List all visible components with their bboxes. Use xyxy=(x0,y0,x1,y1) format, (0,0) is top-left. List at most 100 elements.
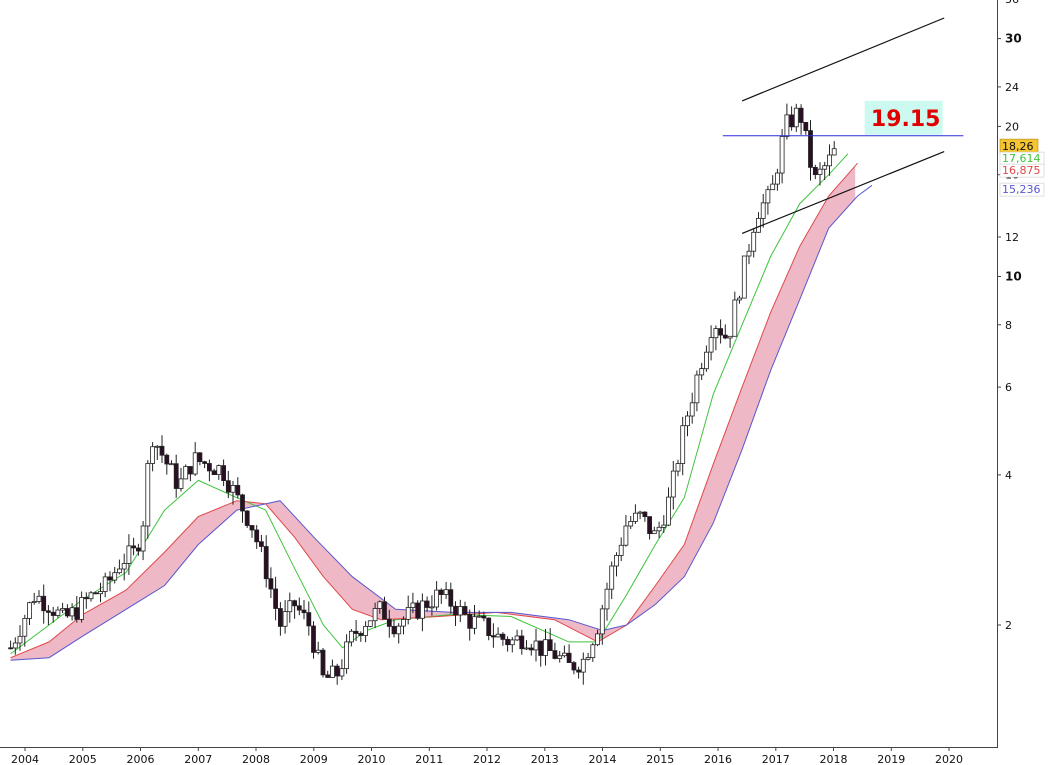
candle-body xyxy=(372,608,378,622)
drawn-overlays xyxy=(722,17,964,234)
candle-body xyxy=(808,130,813,168)
candle-body xyxy=(609,565,615,590)
candle-body xyxy=(746,250,752,257)
candle-body xyxy=(292,600,298,607)
candle-body xyxy=(562,652,567,657)
candle-body xyxy=(377,601,383,609)
candle-body xyxy=(396,625,402,635)
candle-body xyxy=(713,328,719,339)
candle-body xyxy=(235,484,241,496)
channel-line-2 xyxy=(741,151,945,234)
candle-body xyxy=(670,470,676,498)
candle-body xyxy=(438,589,444,595)
candle-body xyxy=(656,526,662,532)
x-tick-label: 2013 xyxy=(531,753,559,765)
y-tick-label: 8 xyxy=(1005,319,1012,332)
candle-body xyxy=(779,136,785,174)
candle-body xyxy=(476,615,482,618)
candle-body xyxy=(722,334,728,339)
x-tick-label: 2009 xyxy=(300,753,328,765)
candle-body xyxy=(443,589,449,595)
candle-body xyxy=(159,445,165,456)
candle-body xyxy=(661,524,667,528)
candle-body xyxy=(391,626,397,635)
candle-body xyxy=(287,600,293,613)
candle-body xyxy=(434,589,440,608)
candle-body xyxy=(46,610,51,613)
y-tick-label: 36 xyxy=(1005,0,1019,6)
candle-body xyxy=(462,606,468,615)
candle-body xyxy=(519,635,525,650)
candle-body xyxy=(595,633,600,646)
candle-body xyxy=(363,626,369,636)
candle-body xyxy=(486,617,492,636)
x-tick-label: 2015 xyxy=(646,753,674,765)
candle-body xyxy=(628,521,634,527)
candle-body xyxy=(505,639,511,646)
y-tick-label: 24 xyxy=(1005,81,1019,94)
ma-value-tag-3 xyxy=(999,182,1045,197)
candle-body xyxy=(320,649,326,676)
candle-body xyxy=(131,545,137,549)
moving-average-line-3 xyxy=(10,184,873,661)
candle-body xyxy=(547,639,553,652)
candle-body xyxy=(405,607,411,620)
candle-body xyxy=(756,217,761,233)
candle-body xyxy=(88,592,94,600)
candle-body xyxy=(173,463,179,489)
ma-value-tag-2 xyxy=(999,163,1045,178)
candle-body xyxy=(112,572,118,581)
candle-body xyxy=(273,588,279,609)
candle-body xyxy=(623,525,629,546)
x-tick-label: 2018 xyxy=(820,753,848,765)
candle-body xyxy=(50,611,56,616)
candle-body xyxy=(225,480,231,493)
candle-body xyxy=(65,608,70,617)
x-tick-label: 2007 xyxy=(184,753,212,765)
candle-body xyxy=(192,452,198,475)
candle-body xyxy=(83,597,89,600)
candle-body xyxy=(249,525,255,531)
candle-body xyxy=(230,484,236,493)
candle-body xyxy=(642,511,648,517)
x-tick-label: 2017 xyxy=(762,753,790,765)
y-tick-label: 20 xyxy=(1005,120,1019,133)
candle-body xyxy=(552,650,558,659)
ma-value-label-2: 16,875 xyxy=(1002,164,1041,177)
candle-body xyxy=(358,633,364,636)
candle-body xyxy=(8,647,14,650)
candle-body xyxy=(301,609,307,614)
y-tick-label: 4 xyxy=(1005,469,1012,482)
candle-body xyxy=(675,463,681,472)
candle-body xyxy=(680,425,686,465)
candle-body xyxy=(311,625,316,653)
moving-average-line-2 xyxy=(10,162,858,659)
candle-body xyxy=(590,644,596,658)
candle-body xyxy=(614,555,619,567)
candle-body xyxy=(685,415,690,427)
candle-body xyxy=(401,619,406,627)
candle-body xyxy=(126,545,132,564)
x-tick-label: 2016 xyxy=(704,753,732,765)
x-axis: 2004 2005 2006 2007 2008 2009 2010 2011 2012 2013… xyxy=(11,747,963,765)
candle-body xyxy=(524,647,529,650)
candle-body xyxy=(419,600,425,619)
candle-body xyxy=(17,635,23,644)
x-tick-label: 2014 xyxy=(589,753,617,765)
candle-body xyxy=(509,639,515,646)
candle-body xyxy=(689,402,695,417)
candle-body xyxy=(543,639,548,656)
candle-body xyxy=(429,606,435,609)
candle-body xyxy=(121,563,127,570)
candle-body xyxy=(604,588,610,610)
candle-body xyxy=(490,635,496,638)
candle-body xyxy=(637,511,643,514)
candle-body xyxy=(12,642,18,649)
candle-body xyxy=(457,606,463,616)
candle-body xyxy=(60,608,65,611)
candle-body xyxy=(760,202,766,219)
candle-body xyxy=(344,641,350,670)
candle-body xyxy=(277,608,283,627)
ichimoku-cloud xyxy=(10,165,856,661)
